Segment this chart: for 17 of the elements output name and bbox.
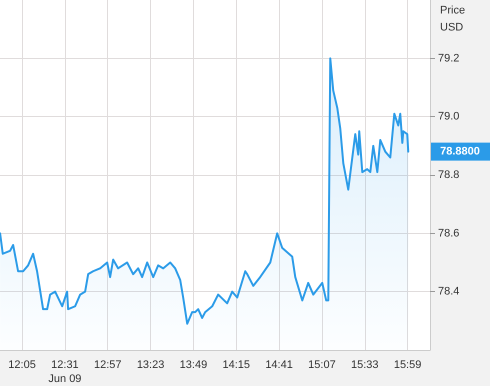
y-tick-label: 78.4: [438, 286, 460, 298]
x-tick-label: 14:15: [222, 359, 250, 371]
x-tick-label: 12:57: [94, 359, 122, 371]
text: 78.8800: [440, 146, 480, 158]
y-tick-label: 79.0: [438, 110, 460, 123]
y-tick-label: 78.6: [438, 227, 460, 240]
x-tick-label: 15:07: [308, 359, 336, 371]
y-tick-label: 79.2: [438, 52, 460, 64]
x-tick-label: 15:59: [394, 359, 422, 371]
x-tick-label: 13:23: [136, 359, 164, 371]
x-tick-label: 12:05: [8, 359, 36, 371]
y-tick-label: 78.8: [438, 169, 460, 181]
x-tick-label: 15:33: [350, 359, 379, 371]
x-tick-label: 14:41: [265, 359, 293, 371]
y-axis-title: Price USD: [440, 4, 468, 34]
x-tick-label: 12:31 Jun 09: [48, 359, 82, 385]
x-tick-label: 13:49: [180, 359, 208, 371]
